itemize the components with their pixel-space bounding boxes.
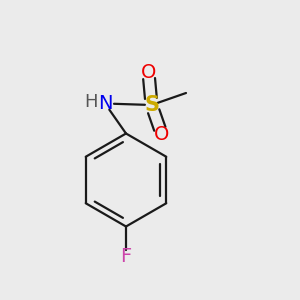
Text: S: S: [144, 95, 159, 115]
Text: O: O: [141, 62, 156, 82]
Text: H: H: [84, 93, 97, 111]
Text: O: O: [154, 125, 170, 145]
Text: N: N: [98, 94, 112, 113]
Text: F: F: [120, 247, 132, 266]
